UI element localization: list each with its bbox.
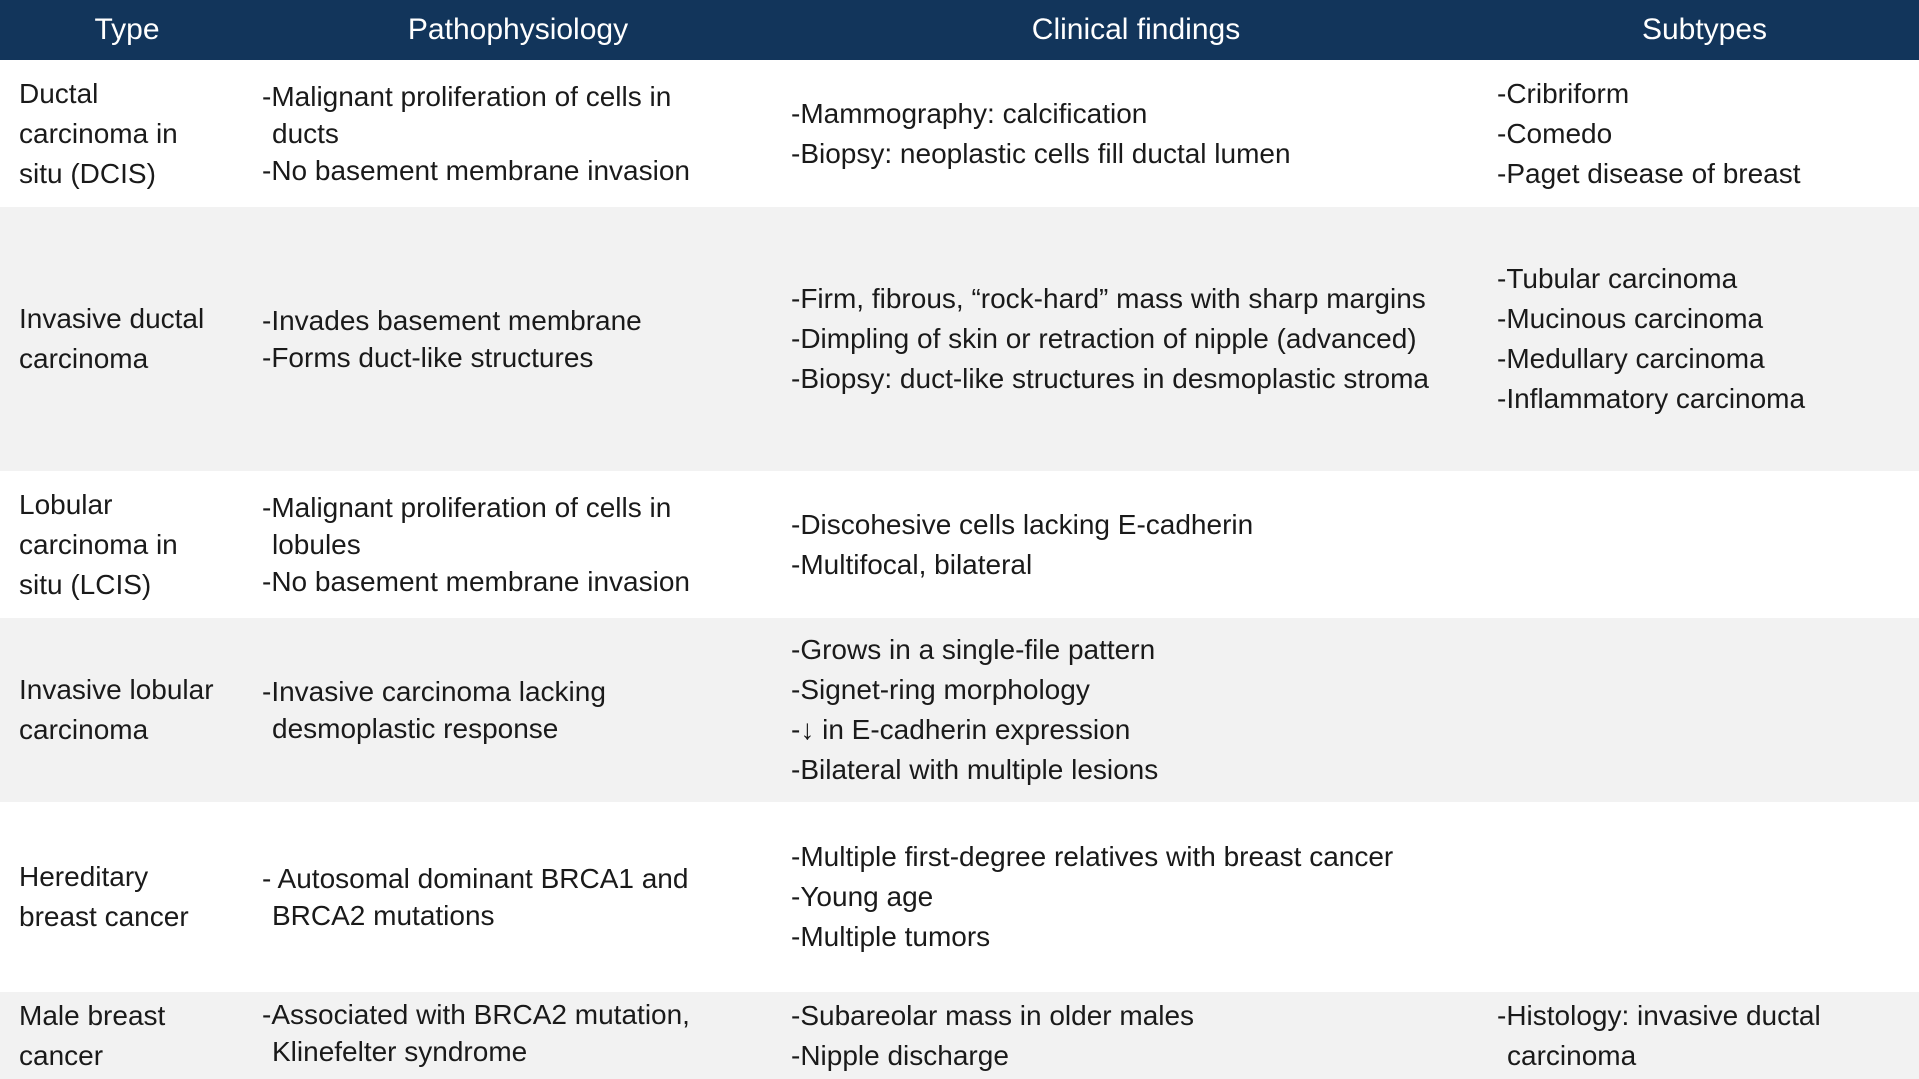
cell-line: -Paget disease of breast xyxy=(1497,157,1801,189)
cell-line: Klinefelter syndrome xyxy=(272,1036,528,1067)
cell-line: -No basement membrane invasion xyxy=(262,155,690,186)
table-row: Hereditary breast cancer - Autosomal domin… xyxy=(0,802,1919,992)
cell-type: Invasive lobular carcinoma xyxy=(19,618,249,802)
cell-type: Ductal carcinoma in situ (DCIS) xyxy=(19,60,249,207)
cell-clinical-findings: -Discohesive cells lacking E-cadherin -Mu… xyxy=(791,471,1491,618)
cell-subtypes: -Tubular carcinoma -Mucinous carcinoma -Me… xyxy=(1497,207,1917,471)
cell-line: -Histology: invasive ductal xyxy=(1497,1000,1821,1031)
table-row: Lobular carcinoma in situ (LCIS) -Malignant… xyxy=(0,471,1919,618)
header-subtypes: Subtypes xyxy=(1641,13,1768,46)
cell-pathophysiology: - Autosomal dominant BRCA1 and BRCA2 muta… xyxy=(262,802,782,992)
cell-line: Male breast xyxy=(19,1000,166,1031)
cell-line: carcinoma in xyxy=(19,117,178,149)
cell-line: Invasive ductal xyxy=(19,303,205,334)
cell-line: -Invades basement membrane xyxy=(262,305,642,336)
cell-line: -Inflammatory carcinoma xyxy=(1497,383,1806,414)
cell-subtypes: -Histology: invasive ductal carcinoma xyxy=(1497,992,1917,1079)
cell-clinical-findings: -Mammography: calcification -Biopsy: neop… xyxy=(791,60,1491,207)
cell-line: -Multiple tumors xyxy=(791,921,991,952)
cell-line: carcinoma xyxy=(19,714,149,745)
cell-line: -Firm, fibrous, “rock-hard” mass with sh… xyxy=(791,283,1426,314)
table-row: Ductal carcinoma in situ (DCIS) -Malignant … xyxy=(0,60,1919,207)
cell-line: -Invasive carcinoma lacking xyxy=(262,676,606,707)
cell-line: - Autosomal dominant BRCA1 and xyxy=(262,863,689,894)
cell-pathophysiology: -Malignant proliferation of cells in lobu… xyxy=(262,471,782,618)
cell-pathophysiology: -Associated with BRCA2 mutation, Klinefel… xyxy=(262,992,782,1079)
header-pathophysiology: Pathophysiology xyxy=(407,13,629,46)
table-header: Type Pathophysiology Clinical findings S… xyxy=(0,0,1919,60)
table-row: Invasive lobular carcinoma -Invasive carci… xyxy=(0,618,1919,802)
cell-line: carcinoma xyxy=(19,343,149,374)
cell-line: breast cancer xyxy=(19,901,189,932)
cell-line: -Multifocal, bilateral xyxy=(791,548,1033,580)
cell-type: Hereditary breast cancer xyxy=(19,802,249,992)
header-type: Type xyxy=(94,13,160,46)
cell-line: cancer xyxy=(19,1040,104,1071)
cell-pathophysiology: -Invades basement membrane -Forms duct-li… xyxy=(262,207,782,471)
cell-line: -Biopsy: neoplastic cells fill ductal lu… xyxy=(791,137,1291,169)
cell-type: Male breast cancer xyxy=(19,992,249,1079)
cell-line: -Dimpling of skin or retraction of nippl… xyxy=(791,323,1417,354)
cell-subtypes xyxy=(1497,618,1917,802)
cell-line: -Forms duct-like structures xyxy=(262,342,594,373)
cell-line: lobules xyxy=(272,529,361,560)
cell-line: carcinoma xyxy=(1507,1040,1637,1071)
cell-line: -Malignant proliferation of cells in xyxy=(262,492,672,523)
cell-line: -Mammography: calcification xyxy=(791,97,1148,129)
cell-type: Invasive ductal carcinoma xyxy=(19,207,249,471)
cell-line: ducts xyxy=(272,118,339,149)
cell-line: -Discohesive cells lacking E-cadherin xyxy=(791,508,1254,540)
cell-line: Hereditary xyxy=(19,861,149,892)
cell-line: -Malignant proliferation of cells in xyxy=(262,81,672,112)
cell-line: -Cribriform xyxy=(1497,77,1630,109)
cell-subtypes xyxy=(1497,802,1917,992)
cell-subtypes xyxy=(1497,471,1917,618)
cell-pathophysiology: -Malignant proliferation of cells in duct… xyxy=(262,60,782,207)
cell-line: -Bilateral with multiple lesions xyxy=(791,754,1159,785)
cell-clinical-findings: -Grows in a single-file pattern -Signet-r… xyxy=(791,618,1491,802)
cell-pathophysiology: -Invasive carcinoma lacking desmoplastic … xyxy=(262,618,782,802)
cell-line: situ (DCIS) xyxy=(19,157,156,189)
cell-line: -Tubular carcinoma xyxy=(1497,263,1738,294)
cell-line: -Young age xyxy=(791,881,934,912)
cell-clinical-findings: -Firm, fibrous, “rock-hard” mass with sh… xyxy=(791,207,1491,471)
table-row: Male breast cancer -Associated with BRCA2 … xyxy=(0,992,1919,1079)
cell-line: -Medullary carcinoma xyxy=(1497,343,1765,374)
cell-line: -Multiple first-degree relatives with br… xyxy=(791,841,1394,872)
cell-line: -Mucinous carcinoma xyxy=(1497,303,1764,334)
header-clinical-findings: Clinical findings xyxy=(1031,13,1241,46)
cell-line: -Grows in a single-file pattern xyxy=(791,634,1156,665)
cell-line: Invasive lobular xyxy=(19,674,214,705)
cell-line: situ (LCIS) xyxy=(19,568,152,600)
cell-line: -Comedo xyxy=(1497,117,1613,149)
cell-clinical-findings: -Subareolar mass in older males -Nipple d… xyxy=(791,992,1491,1079)
cell-line: BRCA2 mutations xyxy=(272,900,495,931)
cell-clinical-findings: -Multiple first-degree relatives with br… xyxy=(791,802,1491,992)
table-row: Invasive ductal carcinoma -Invades basemen… xyxy=(0,207,1919,471)
cell-line: -No basement membrane invasion xyxy=(262,566,690,597)
cell-line: Ductal xyxy=(19,77,99,109)
cell-line: carcinoma in xyxy=(19,528,178,560)
cell-line: -↓ in E-cadherin expression xyxy=(791,714,1131,745)
cell-line: -Signet-ring morphology xyxy=(791,674,1090,705)
cell-line: desmoplastic response xyxy=(272,713,559,744)
cell-line: -Subareolar mass in older males xyxy=(791,1000,1195,1031)
cell-subtypes: -Cribriform -Comedo -Paget disease of brea… xyxy=(1497,60,1917,207)
cell-line: -Nipple discharge xyxy=(791,1040,1009,1071)
cell-line: Lobular xyxy=(19,488,113,520)
cell-type: Lobular carcinoma in situ (LCIS) xyxy=(19,471,249,618)
cell-line: -Biopsy: duct-like structures in desmopl… xyxy=(791,363,1429,394)
cell-line: -Associated with BRCA2 mutation, xyxy=(262,999,690,1030)
